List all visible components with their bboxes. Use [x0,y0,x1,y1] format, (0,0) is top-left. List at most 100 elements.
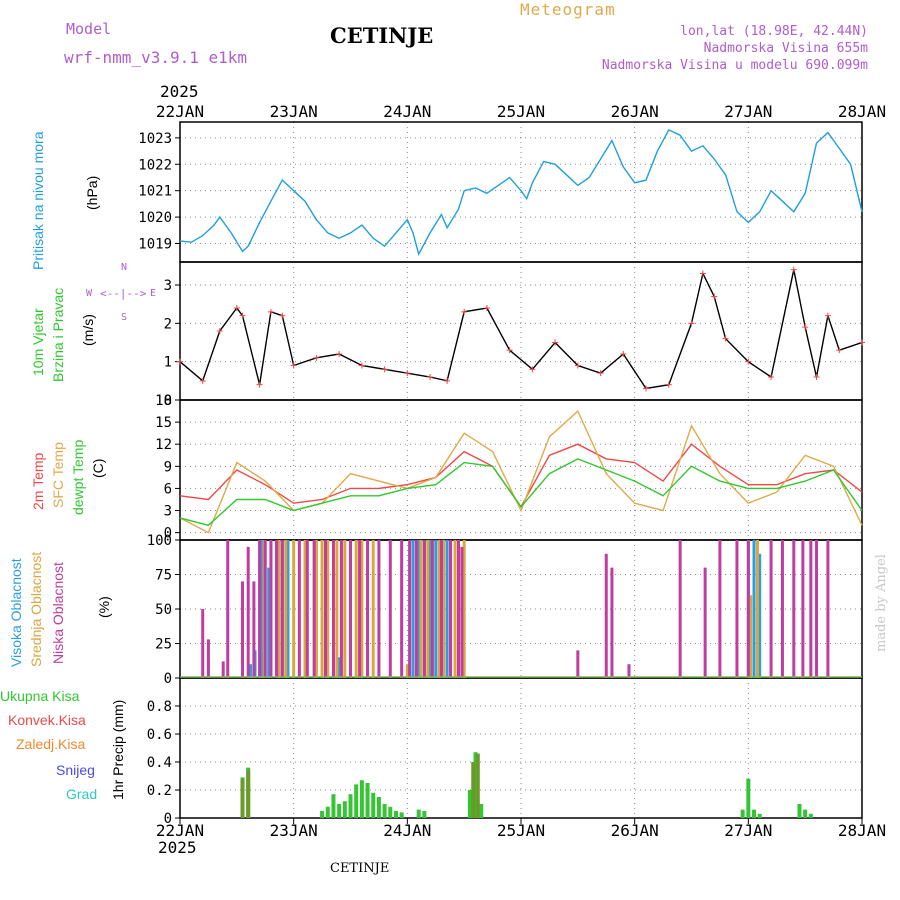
cloud-bar [297,540,301,678]
wind-gust-marker [552,339,559,346]
y-tick-label: 0 [164,526,172,542]
precip-bar [371,792,376,818]
cloud-bar [354,540,358,678]
cloud-bar [269,540,273,678]
cloud-bar [305,540,309,678]
precip-bar [416,809,421,818]
y-tick-label: 0 [164,811,172,827]
precip-bar [382,804,387,818]
cloud-bar [456,540,460,678]
x-tick-label-bottom: 28JAN [838,821,886,840]
cloud-bar [462,540,466,678]
y-tick-label: 2 [164,316,172,332]
precip-bar [342,801,347,818]
footer-station: CETINJE [330,861,390,876]
wind-gust-marker [279,312,286,319]
precip-bar [752,809,757,818]
wind-gust-marker [444,377,451,384]
cloud-bar [388,540,392,678]
cloud-bar [437,540,441,678]
cloud-bar [331,540,335,678]
wind-gust-marker [824,312,831,319]
precip-bar [337,804,342,818]
cloud-bar [292,540,296,678]
cloud-bar [246,546,250,678]
precip-bar [479,804,484,818]
wind-gust-marker [745,358,752,365]
y-tick-label: 1023 [138,131,172,147]
wind-gust-marker [597,370,604,377]
wind-gust-marker [859,339,865,346]
cloud-bar [275,540,279,678]
cloud-bar [263,540,267,678]
precip-bar [471,762,476,818]
x-tick-label-bottom: 27JAN [724,821,772,840]
wind-gust-marker [813,374,820,380]
wind-gust-marker [233,305,240,311]
legend-freezing-rain: Zaledj.Kisa [16,736,86,752]
cloud-bar [755,540,759,678]
cloud-bar [343,540,347,678]
wind-gust-marker [802,324,809,331]
y-tick-label: 3 [164,504,172,520]
cloud-bar [439,540,443,678]
cloud-bar [360,540,364,678]
precip-bar [240,778,245,818]
precip-bar [740,809,745,818]
cloud-bar [801,540,805,678]
wind-gust-marker [404,370,411,377]
year-top: 2025 [160,82,199,101]
cloud-bar [430,540,434,678]
cloud-bar [576,650,580,678]
x-tick-label-top: 23JAN [270,102,318,121]
y-tick-label: 18 [155,393,172,409]
precip-bar [797,804,802,818]
cloud-bar [758,553,762,678]
wind-gust-marker [529,366,536,373]
y-tick-label: 1019 [138,237,172,253]
wind-gust-marker [836,347,843,354]
model-label: Model [66,20,112,38]
cloud-bar [349,540,352,678]
wind-gust-marker [722,335,729,342]
cloud-bar [408,540,412,678]
cloud-bar [780,540,784,678]
x-tick-label-bottom: 26JAN [611,821,659,840]
wind-gust-marker [574,362,581,369]
y-tick-label: 1 [164,355,172,371]
cloud-bar [826,540,830,678]
cloud-bar [267,567,271,678]
cloud-bar [335,540,339,678]
cloud-bar [752,540,756,678]
x-tick-label-bottom: 25JAN [497,821,545,840]
y-tick-label: 1020 [138,210,172,226]
year-bottom: 2025 [158,838,197,857]
wind-gust-marker [267,308,274,315]
precip-bar [388,806,393,818]
precip-bar [376,797,381,818]
x-tick-label-top: 22JAN [156,102,204,121]
y-tick-label: 1022 [138,157,172,173]
precip-bar [320,811,325,818]
cloud-bar [792,540,796,678]
cloud-bar [241,581,245,678]
wind-gust-marker [768,374,775,380]
cloud-bar [252,581,256,678]
station-title: CETINJE [330,23,434,48]
cloud-bar [809,540,813,678]
wind-gust-marker [699,270,706,277]
cloud-bar [449,540,453,678]
cloud-bar [201,609,205,678]
cloud-bar [703,567,707,678]
wind-gust-marker [620,351,627,357]
precip-bar [757,813,762,818]
cloud-bar [426,540,430,678]
precip-bar [803,809,808,818]
precip-bar [325,806,330,818]
precip-bar [808,813,813,818]
cloud-bar [248,664,252,678]
wind-gust-marker [239,312,246,319]
cloud-bar [453,540,457,678]
x-tick-label-top: 28JAN [838,102,886,121]
